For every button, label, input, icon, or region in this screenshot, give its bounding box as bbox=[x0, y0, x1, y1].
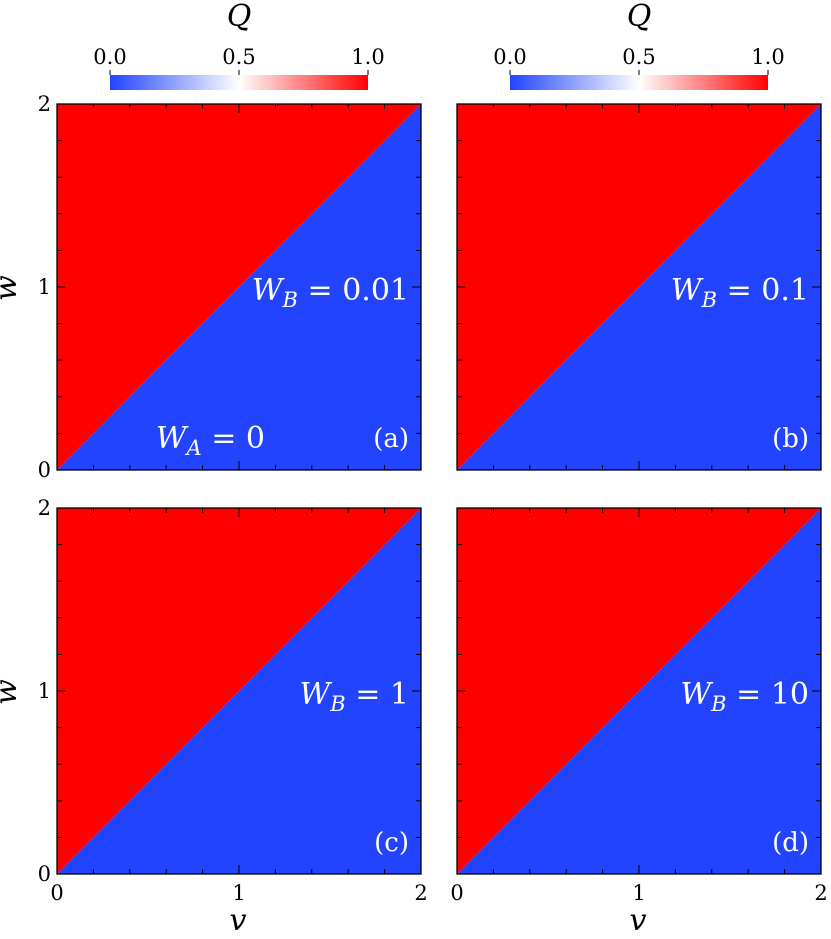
colorbar-tick-label: 0.5 bbox=[222, 45, 255, 69]
colorbar-tick-label: 1.0 bbox=[751, 45, 784, 69]
x-tick-label: 1 bbox=[232, 881, 245, 905]
colorbar-tick-label: 0.5 bbox=[622, 45, 655, 69]
x-axis-title-right: v bbox=[630, 903, 647, 938]
x-tick-label: 2 bbox=[414, 881, 427, 905]
y-tick-label: 2 bbox=[38, 92, 51, 116]
region-upper bbox=[457, 104, 821, 470]
colorbar-title: Q bbox=[227, 0, 252, 34]
panel-c: 0 1 2 0 1 2 WB = 1 (c) bbox=[38, 496, 428, 905]
y-tick-label: 0 bbox=[38, 862, 51, 886]
panel-a: 0 1 2 WB = 0.01 WA = 0 (a) bbox=[38, 92, 422, 482]
annotation-wb: WB = 10 bbox=[680, 677, 809, 716]
region-upper bbox=[457, 508, 821, 874]
colorbar-tick-label: 0.0 bbox=[493, 45, 526, 69]
panel-tag: (d) bbox=[772, 828, 809, 858]
annotation-wb: WB = 1 bbox=[299, 677, 409, 716]
colorbar-tick-label: 1.0 bbox=[351, 45, 384, 69]
annotation-wb: WB = 0.01 bbox=[252, 273, 409, 312]
panel-tag: (c) bbox=[374, 828, 409, 858]
panel-b: WB = 0.1 (b) bbox=[456, 103, 822, 471]
colorbar-title: Q bbox=[627, 0, 652, 34]
x-axis-title-left: v bbox=[230, 903, 247, 938]
x-tick-label: 2 bbox=[814, 881, 827, 905]
panel-d: 0 1 2 WB = 10 (d) bbox=[450, 507, 828, 905]
x-tick-label: 0 bbox=[450, 881, 463, 905]
annotation-wb: WB = 0.1 bbox=[671, 273, 809, 312]
x-tick-label: 0 bbox=[50, 881, 63, 905]
y-tick-label: 0 bbox=[38, 458, 51, 482]
y-tick-label: 2 bbox=[38, 496, 51, 520]
region-upper bbox=[57, 508, 421, 874]
panel-tag: (a) bbox=[373, 424, 409, 454]
colorbar-tick-label: 0.0 bbox=[93, 45, 126, 69]
y-tick-label: 1 bbox=[38, 679, 51, 703]
colorbar-1 bbox=[510, 75, 768, 90]
y-axis-title-top: w bbox=[0, 275, 24, 301]
x-tick-label: 1 bbox=[632, 881, 645, 905]
axis-labels: v v w w bbox=[0, 275, 647, 938]
panel-tag: (b) bbox=[772, 424, 809, 454]
colorbar-0 bbox=[110, 75, 368, 90]
y-tick-label: 1 bbox=[38, 275, 51, 299]
region-upper bbox=[57, 104, 421, 470]
annotation-wa: WA = 0 bbox=[156, 421, 265, 460]
colorbars: 0.0 0.5 1.0 Q 0.0 0.5 1.0 Q bbox=[93, 0, 785, 90]
y-axis-title-bottom: w bbox=[0, 679, 24, 705]
